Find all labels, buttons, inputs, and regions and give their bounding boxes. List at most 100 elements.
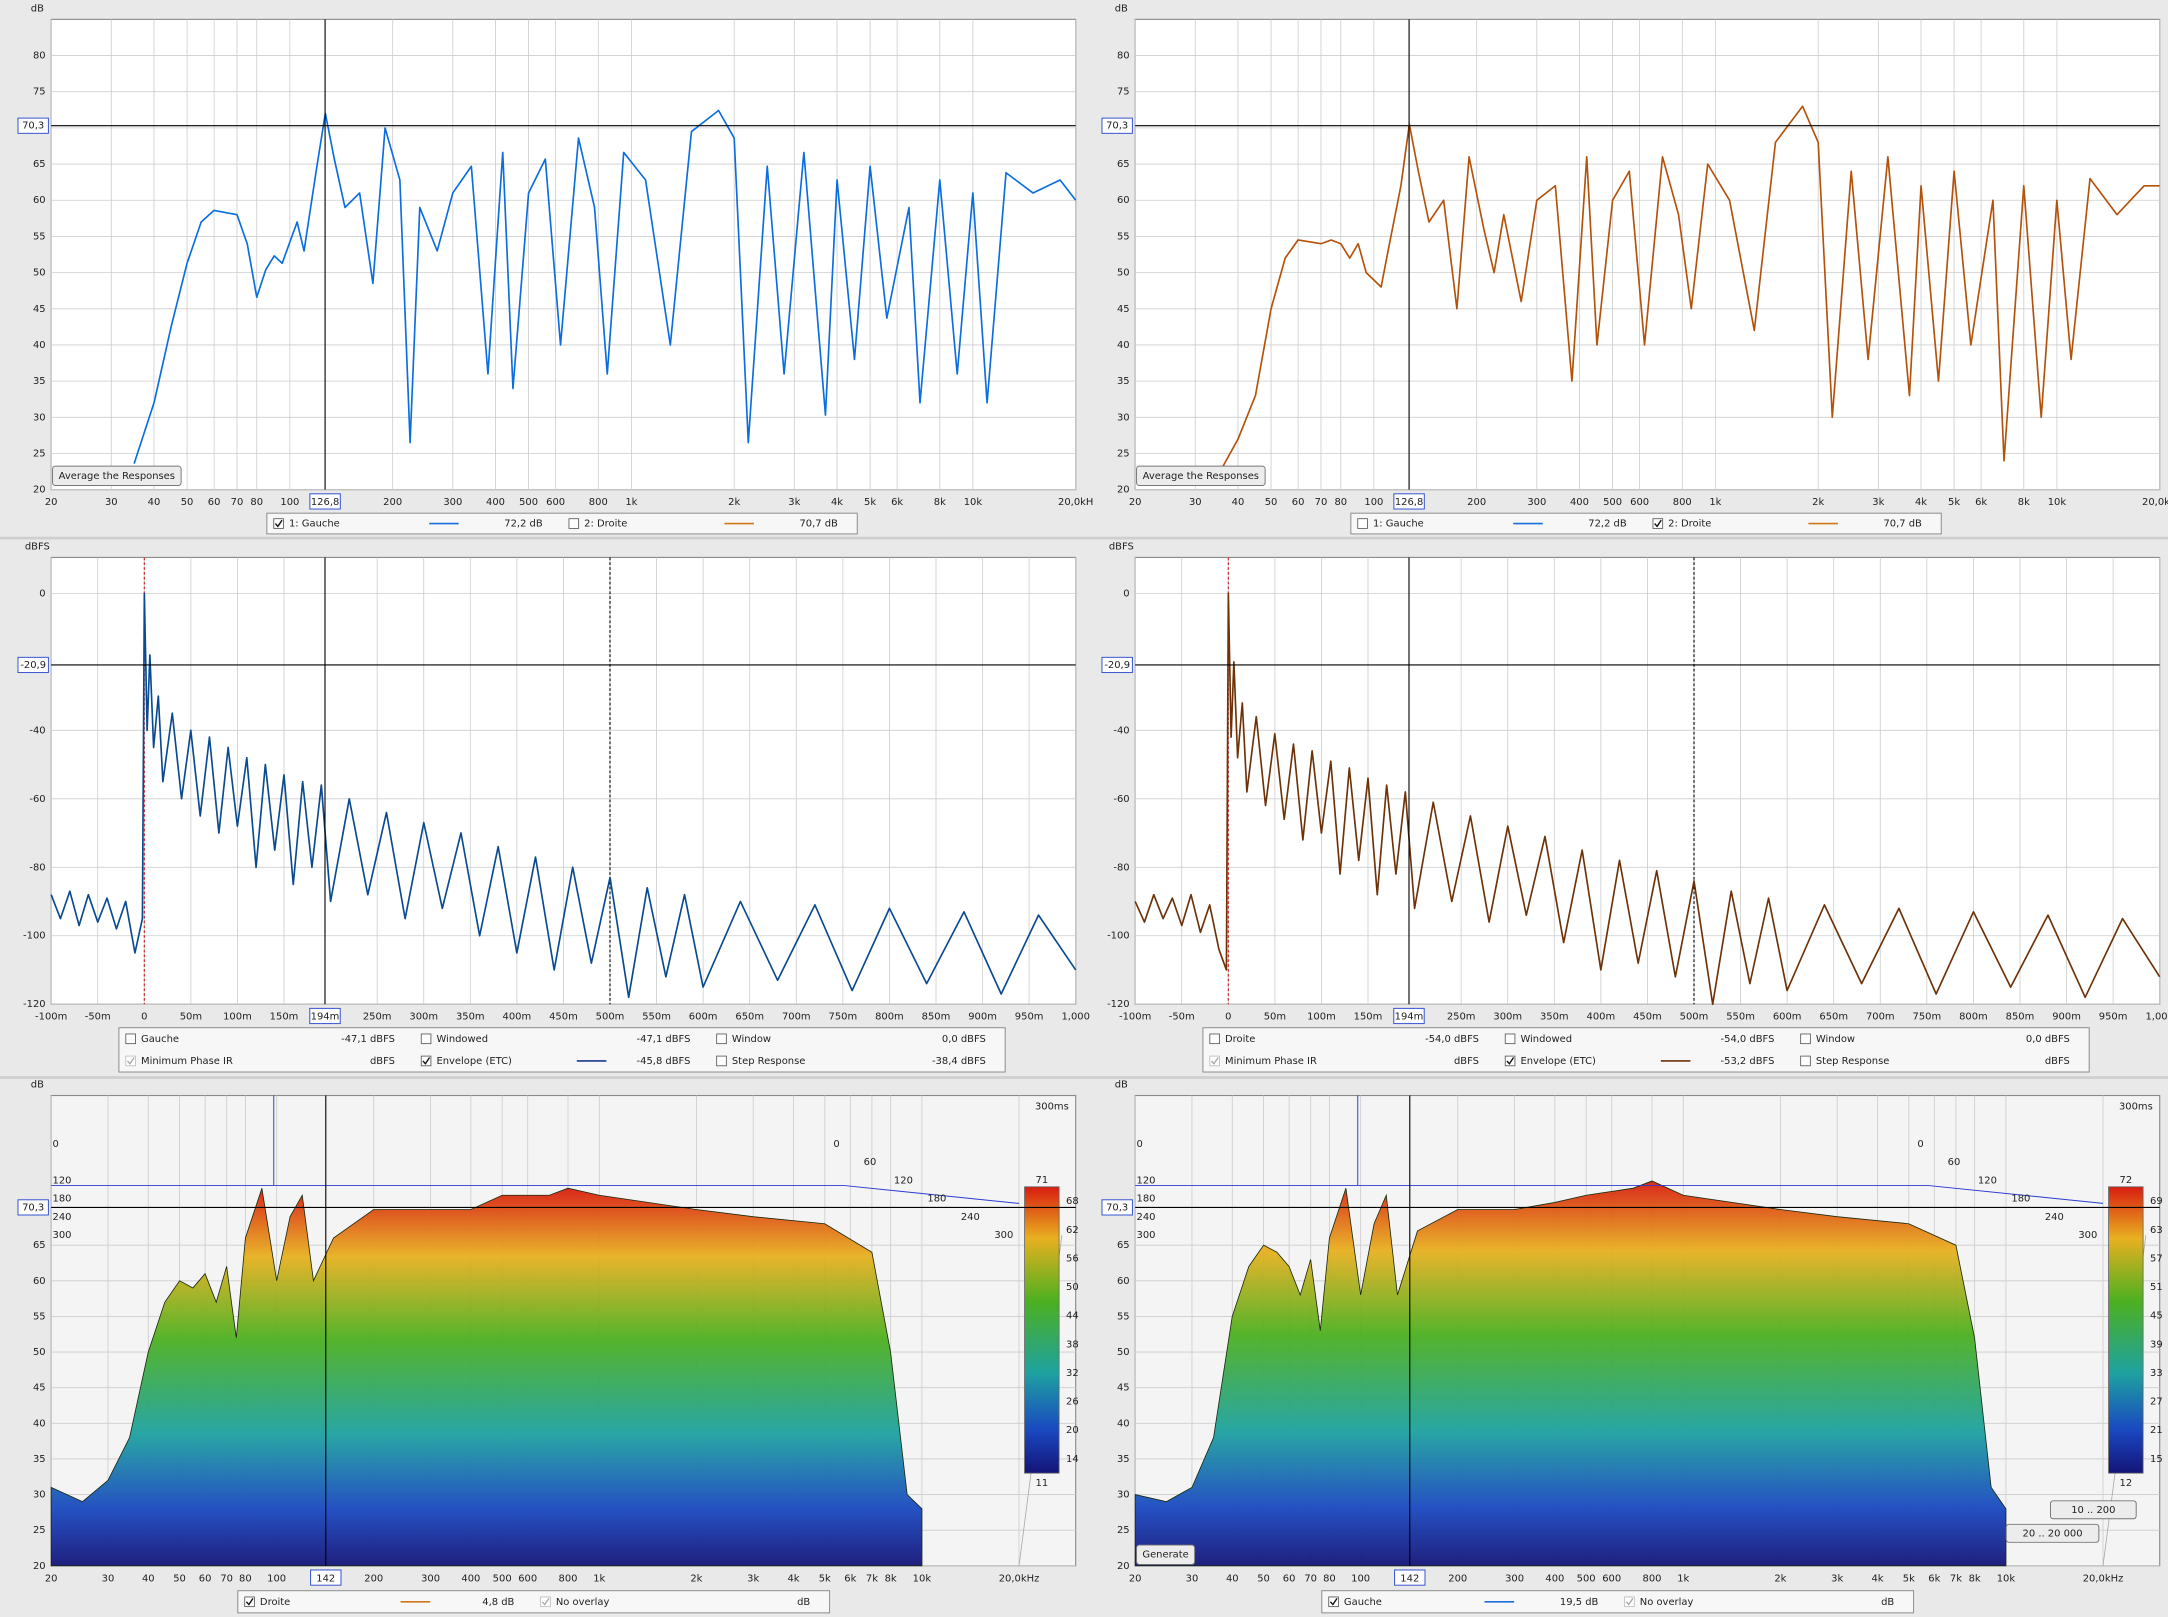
checkbox[interactable] bbox=[1357, 518, 1368, 529]
x-tick-label: 400 bbox=[461, 1573, 480, 1584]
x-tick-label: 20,0kHz bbox=[999, 1573, 1040, 1584]
button[interactable]: Average the Responses bbox=[52, 465, 182, 486]
y-tick-label: 30 bbox=[1117, 412, 1130, 423]
legend-label: 1: Gauche bbox=[1373, 519, 1424, 530]
checkbox[interactable] bbox=[273, 518, 284, 529]
button[interactable]: Generate bbox=[1136, 1544, 1196, 1565]
cursor-y-label: -20,9 bbox=[20, 660, 46, 671]
x-tick-label: 100 bbox=[1364, 497, 1383, 508]
legend-label: Droite bbox=[260, 1597, 290, 1608]
cursor-y-box bbox=[1101, 656, 1133, 674]
checkbox[interactable] bbox=[540, 1596, 551, 1608]
checkbox[interactable] bbox=[420, 1055, 432, 1067]
checkbox[interactable] bbox=[244, 1596, 255, 1608]
plot-panel: dBFS 0 -40 -60 -80 -100 -120 -100m -50m 0 50m 100m 1… bbox=[1101, 541, 2168, 1073]
checkbox[interactable] bbox=[1800, 1055, 1811, 1067]
time-tick-label: 300 bbox=[2078, 1230, 2097, 1241]
time-tick-label: 0 bbox=[53, 1139, 59, 1150]
legend-readout: 0,0 dBFS bbox=[2026, 1034, 2070, 1045]
x-tick-label: 50 bbox=[181, 497, 194, 508]
x-tick-label: 3k bbox=[747, 1573, 759, 1584]
checkbox[interactable] bbox=[1209, 1055, 1220, 1067]
checkbox[interactable] bbox=[1504, 1055, 1516, 1067]
x-tick-label: 950m bbox=[1015, 1012, 1044, 1023]
checkbox[interactable] bbox=[125, 1033, 136, 1045]
checkbox[interactable] bbox=[1504, 1033, 1516, 1045]
button-face[interactable] bbox=[1136, 465, 1266, 486]
x-tick-label: 10k bbox=[2048, 497, 2067, 508]
response-curve bbox=[50, 592, 1077, 999]
x-tick-label: 1k bbox=[1677, 1573, 1689, 1584]
x-tick-label: 30 bbox=[1186, 1573, 1199, 1584]
checkbox[interactable] bbox=[420, 1033, 432, 1045]
time-tick-label: 0 bbox=[1137, 1139, 1143, 1150]
x-tick-label: 5k bbox=[1948, 497, 1960, 508]
x-tick-label: 600m bbox=[1773, 1012, 1802, 1023]
button-label: Average the Responses bbox=[1143, 471, 1259, 482]
x-tick-label: 700m bbox=[1866, 1012, 1895, 1023]
x-tick-label: 100 bbox=[1351, 1573, 1370, 1584]
x-tick-label: 5k bbox=[864, 497, 876, 508]
time-tick-label: 180 bbox=[53, 1194, 72, 1205]
x-tick-label: 5k bbox=[1903, 1573, 1915, 1584]
y-tick-label: 25 bbox=[33, 1525, 46, 1536]
legend-readout: -53,2 dBFS bbox=[1721, 1056, 1775, 1067]
x-tick-label: 70 bbox=[1315, 497, 1328, 508]
plot-area bbox=[1134, 18, 2161, 491]
legend-label: Minimum Phase IR bbox=[141, 1056, 233, 1067]
x-tick-label: 40 bbox=[148, 497, 161, 508]
time-tick-label: 180 bbox=[1137, 1194, 1156, 1205]
y-tick-label: 55 bbox=[1117, 1311, 1130, 1322]
checkbox[interactable] bbox=[1209, 1033, 1220, 1045]
time-tick-label: 0 bbox=[833, 1139, 839, 1150]
button-face[interactable] bbox=[2005, 1523, 2100, 1543]
legend-readout: 70,7 dB bbox=[1883, 519, 1922, 530]
checkbox[interactable] bbox=[125, 1055, 136, 1067]
legend-label: No overlay bbox=[1640, 1597, 1694, 1608]
x-tick-label: 50 bbox=[1257, 1573, 1270, 1584]
checkbox[interactable] bbox=[1328, 1596, 1339, 1608]
time-axis-label: 300ms bbox=[1035, 1102, 1069, 1113]
x-tick-label: 500 bbox=[1577, 1573, 1596, 1584]
x-tick-label: 60 bbox=[199, 1573, 212, 1584]
checkbox[interactable] bbox=[716, 1055, 727, 1067]
checkbox[interactable] bbox=[1652, 518, 1664, 529]
x-tick-label: 100 bbox=[280, 497, 299, 508]
x-tick-label: 5k bbox=[819, 1573, 831, 1584]
cursor-x-box bbox=[310, 1569, 342, 1586]
colorbar-label: 51 bbox=[2150, 1282, 2163, 1293]
legend-bar bbox=[1350, 512, 1942, 535]
legend-readout: dBFS bbox=[370, 1056, 395, 1067]
x-tick-label: 800 bbox=[1673, 497, 1692, 508]
button-label: Average the Responses bbox=[59, 471, 175, 482]
colorbar-label: 44 bbox=[1066, 1311, 1079, 1322]
y-tick-label: 60 bbox=[1117, 1276, 1130, 1287]
colorbar-label: 57 bbox=[2150, 1253, 2163, 1264]
button[interactable]: 10 .. 200 bbox=[2049, 1500, 2137, 1520]
checkbox[interactable] bbox=[716, 1033, 727, 1045]
button[interactable]: 20 .. 20 000 bbox=[2005, 1523, 2100, 1543]
cursor-y-box bbox=[17, 117, 49, 134]
waterfall-surface bbox=[50, 1187, 923, 1567]
button-face[interactable] bbox=[52, 465, 182, 486]
x-tick-label: 300 bbox=[1505, 1573, 1524, 1584]
checkbox[interactable] bbox=[1624, 1596, 1635, 1608]
y-tick-label: -120 bbox=[23, 999, 46, 1010]
legend-readout: -47,1 dBFS bbox=[637, 1034, 691, 1045]
legend-bar bbox=[237, 1590, 831, 1614]
button[interactable]: Average the Responses bbox=[1136, 465, 1266, 486]
checkbox[interactable] bbox=[568, 518, 580, 529]
y-tick-label: 20 bbox=[33, 485, 46, 496]
button-face[interactable] bbox=[2049, 1500, 2137, 1520]
cursor-y-label: 70,3 bbox=[22, 1202, 44, 1213]
button-face[interactable] bbox=[1136, 1544, 1196, 1565]
x-tick-label: 80 bbox=[1334, 497, 1347, 508]
x-tick-label: 400 bbox=[486, 497, 505, 508]
checkbox[interactable] bbox=[1800, 1033, 1811, 1045]
x-tick-label: 500 bbox=[493, 1573, 512, 1584]
x-tick-label: 550m bbox=[1726, 1012, 1755, 1023]
x-tick-label: -100m bbox=[35, 1012, 67, 1023]
y-tick-label: 50 bbox=[33, 268, 46, 279]
time-tick-label: 120 bbox=[894, 1175, 913, 1186]
cursor-y-label: 70,3 bbox=[1106, 1202, 1128, 1213]
